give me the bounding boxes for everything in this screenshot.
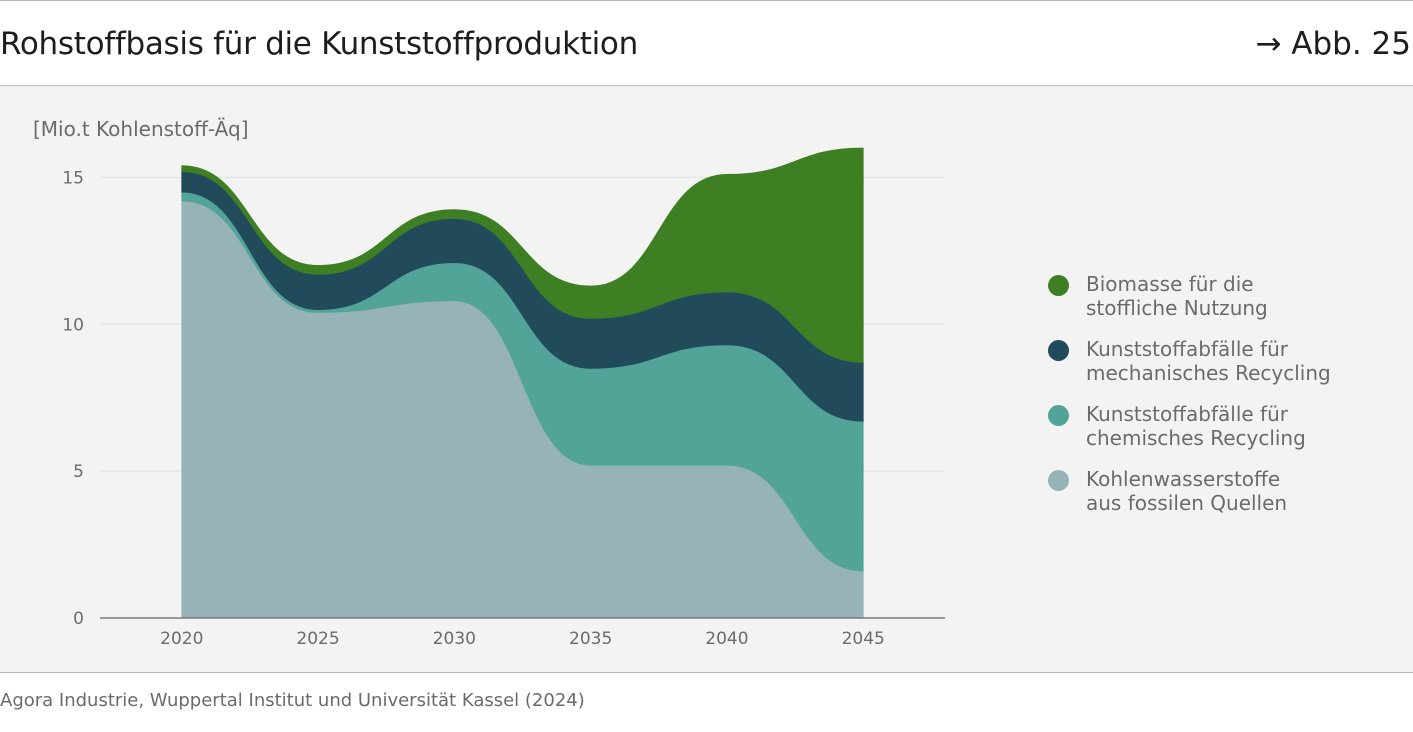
y-tick-label-5: 5: [73, 462, 84, 482]
x-tick-label-2045: 2045: [842, 629, 885, 649]
x-tick-label-2030: 2030: [433, 629, 476, 649]
x-tick-label-2020: 2020: [160, 629, 203, 649]
top-rule: [0, 0, 1413, 1]
legend: Biomasse für die stoffliche Nutzung Kuns…: [1046, 272, 1406, 532]
y-tick-label-10: 10: [62, 315, 84, 335]
legend-swatch-mechanical-recycling: [1048, 340, 1069, 361]
x-tick-label-2025: 2025: [296, 629, 339, 649]
x-tick-label-2035: 2035: [569, 629, 612, 649]
legend-swatch-fossil: [1048, 470, 1069, 491]
legend-label-biomass: Biomasse für die stoffliche Nutzung: [1086, 272, 1268, 320]
legend-item-chemical-recycling: Kunststoffabfälle für chemisches Recycli…: [1046, 402, 1406, 467]
legend-item-biomass: Biomasse für die stoffliche Nutzung: [1046, 272, 1406, 337]
legend-swatch-chemical-recycling: [1048, 405, 1069, 426]
legend-item-mechanical-recycling: Kunststoffabfälle für mechanisches Recyc…: [1046, 337, 1406, 402]
area-chart: 0 5 10 15 2020 2025 2030 2035 2040 2045: [62, 147, 945, 649]
chart-panel: [Mio.t Kohlenstoff-Äq] 0 5 10 15 2020 2025 203…: [0, 86, 1413, 673]
source-note: Agora Industrie, Wuppertal Institut und …: [0, 690, 585, 711]
area-series-biomass: [181, 147, 864, 363]
x-tick-label-2040: 2040: [705, 629, 748, 649]
legend-label-chemical-recycling: Kunststoffabfälle für chemisches Recycli…: [1086, 402, 1306, 450]
legend-label-mechanical-recycling: Kunststoffabfälle für mechanisches Recyc…: [1086, 337, 1331, 385]
y-tick-label-0: 0: [73, 609, 84, 629]
figure-header: Rohstoffbasis für die Kunststoffprodukti…: [0, 2, 1413, 86]
legend-swatch-biomass: [1048, 275, 1069, 296]
legend-item-fossil: Kohlenwasserstoffe aus fossilen Quellen: [1046, 467, 1406, 532]
legend-label-fossil: Kohlenwasserstoffe aus fossilen Quellen: [1086, 467, 1288, 515]
y-tick-label-15: 15: [62, 168, 84, 188]
figure-reference-link[interactable]: → Abb. 25: [1255, 26, 1411, 62]
chart-title: Rohstoffbasis für die Kunststoffprodukti…: [0, 26, 638, 62]
y-axis-unit-label: [Mio.t Kohlenstoff-Äq]: [33, 117, 249, 141]
